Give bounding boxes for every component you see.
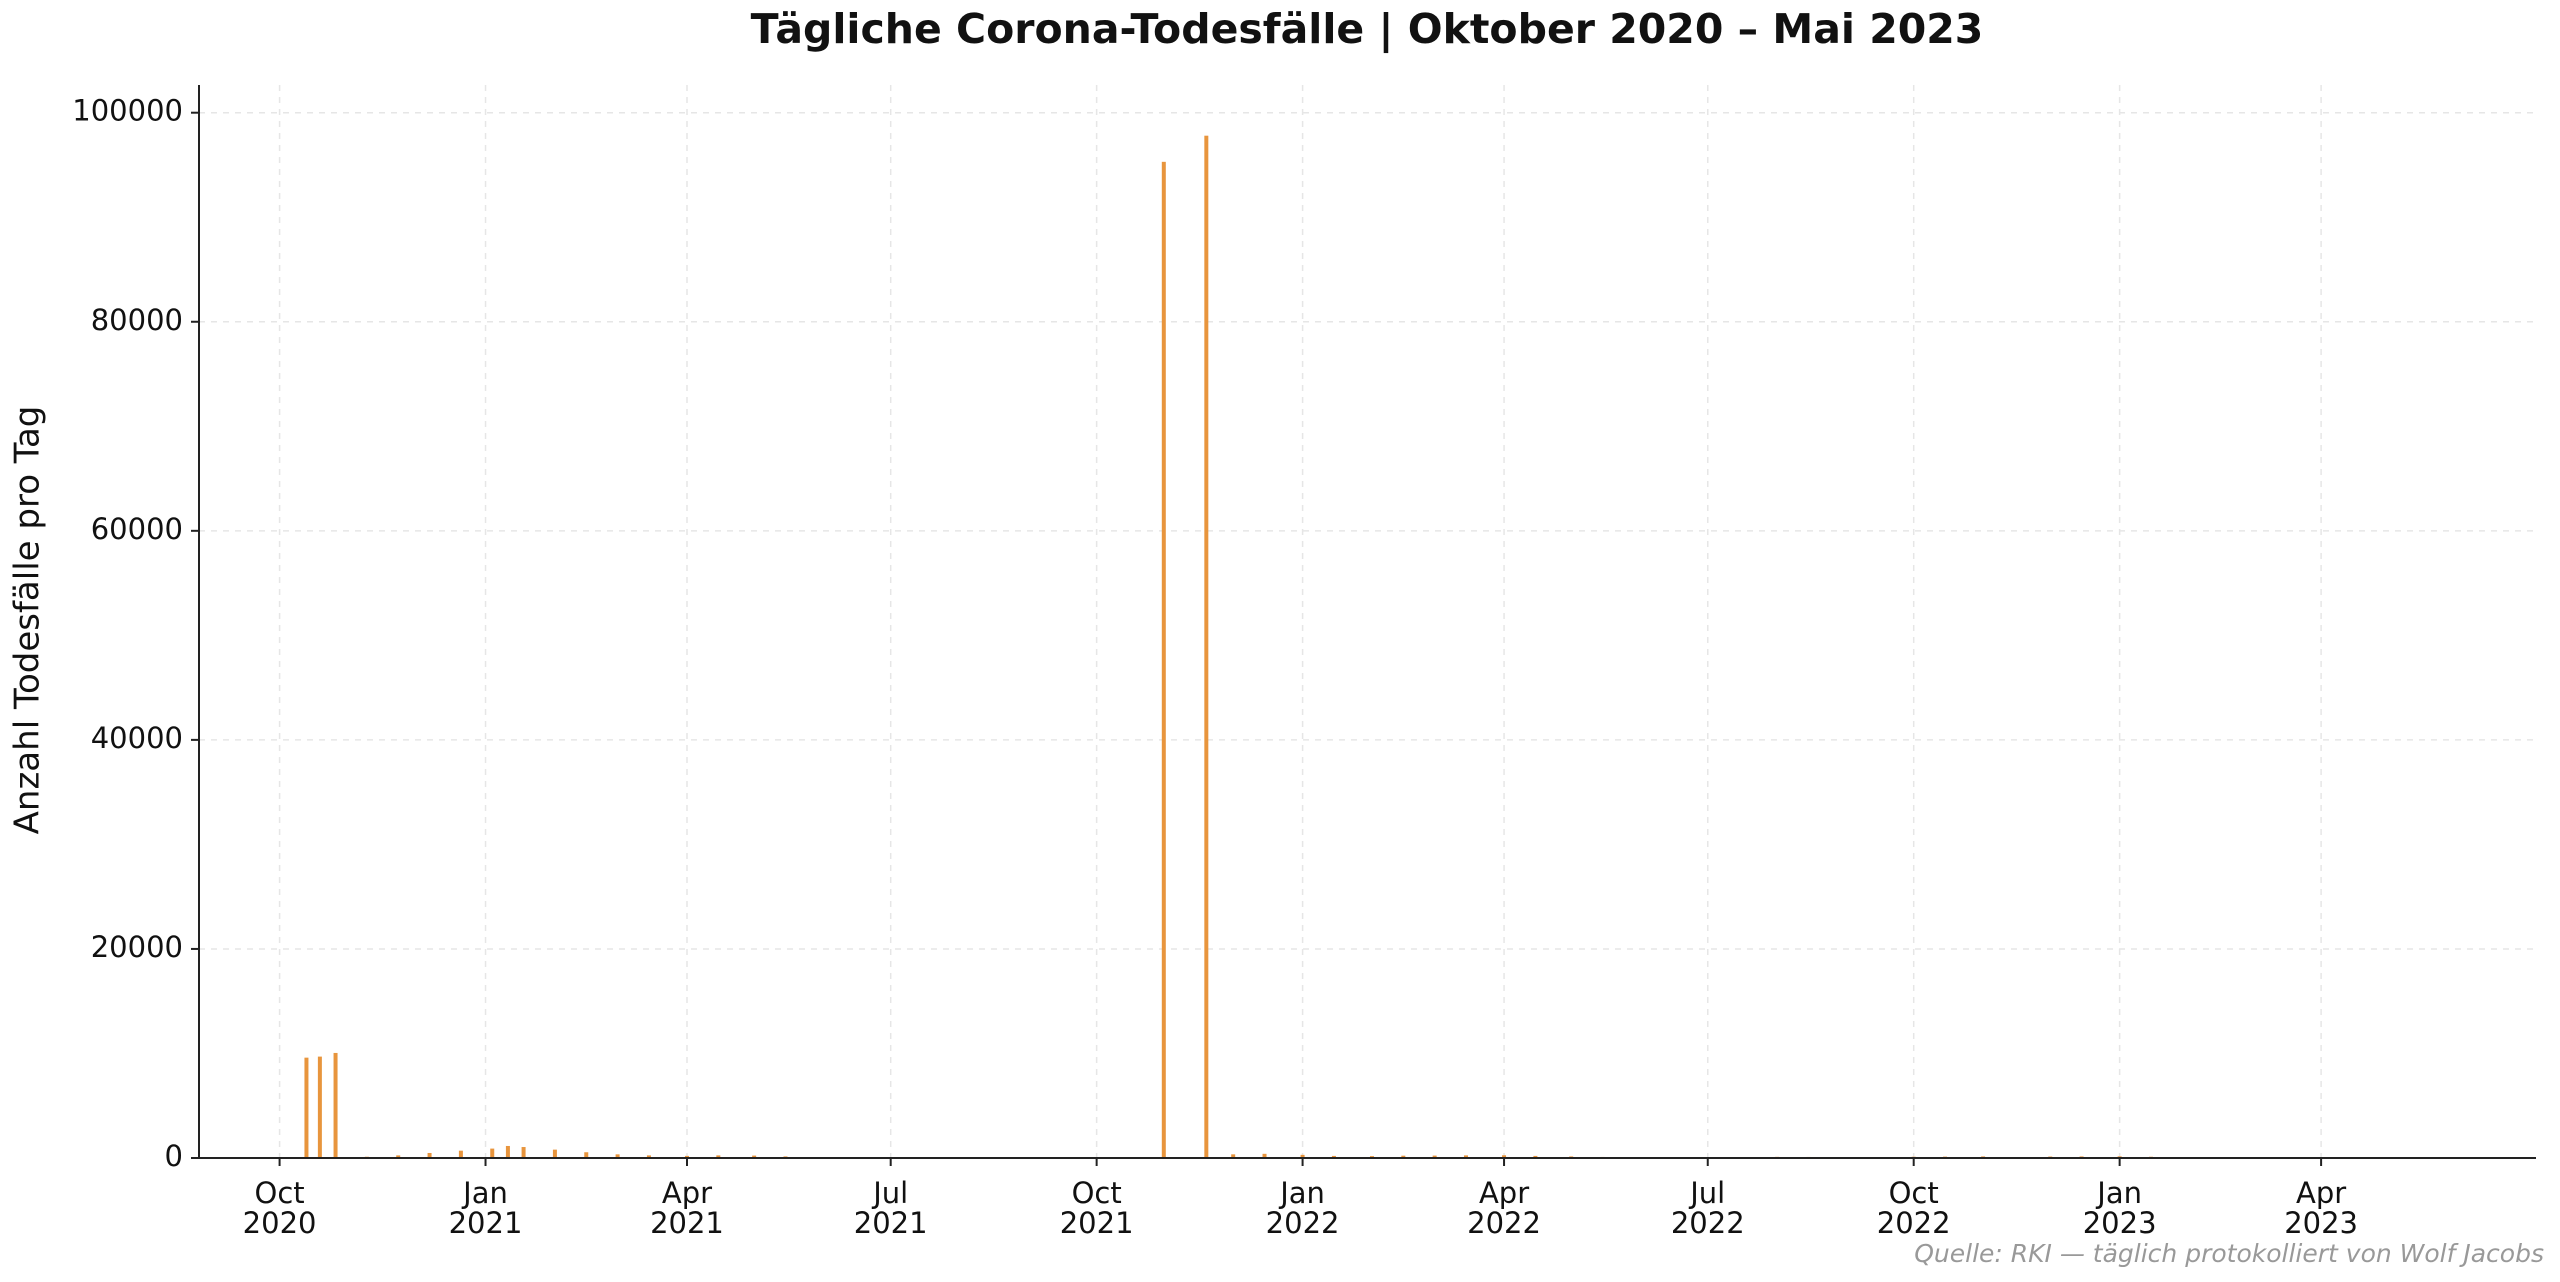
y-tick-label: 80000 bbox=[91, 303, 183, 337]
bar bbox=[1331, 1155, 1336, 1158]
source-note: Quelle: RKI — täglich protokolliert von … bbox=[1914, 1239, 2544, 1268]
bar bbox=[1432, 1155, 1437, 1158]
bar bbox=[1502, 1155, 1507, 1158]
x-tick-label: Jan 2021 bbox=[448, 1176, 523, 1240]
bar bbox=[427, 1152, 432, 1158]
bar bbox=[684, 1155, 689, 1158]
bar bbox=[552, 1149, 557, 1158]
x-tick-label: Oct 2020 bbox=[242, 1176, 317, 1240]
bar bbox=[333, 1052, 338, 1158]
chart-title: Tägliche Corona-Todesfälle | Oktober 202… bbox=[751, 5, 1984, 54]
bar bbox=[1533, 1155, 1538, 1158]
bar bbox=[317, 1056, 322, 1158]
bar bbox=[1401, 1155, 1406, 1158]
bar bbox=[1300, 1154, 1305, 1158]
bar bbox=[584, 1152, 589, 1158]
bar bbox=[615, 1154, 620, 1158]
y-tick-label: 60000 bbox=[91, 512, 183, 546]
bar bbox=[396, 1155, 401, 1158]
bar bbox=[716, 1155, 721, 1158]
y-tick-label: 0 bbox=[165, 1139, 183, 1173]
x-tick-label: Apr 2021 bbox=[650, 1176, 724, 1240]
bar bbox=[1463, 1155, 1468, 1158]
x-tick-label: Jul 2021 bbox=[853, 1176, 928, 1240]
y-axis-label: Anzahl Todesfälle pro Tag bbox=[8, 406, 48, 835]
bar bbox=[1231, 1154, 1236, 1158]
x-tick-label: Jan 2022 bbox=[1265, 1176, 1340, 1240]
bar bbox=[752, 1155, 757, 1158]
bar bbox=[1204, 135, 1209, 1158]
x-tick-label: Apr 2022 bbox=[1467, 1176, 1541, 1240]
x-tick-label: Oct 2022 bbox=[1876, 1176, 1951, 1240]
x-tick-label: Jul 2022 bbox=[1670, 1176, 1745, 1240]
bar bbox=[1262, 1153, 1267, 1158]
y-tick-label: 20000 bbox=[91, 930, 183, 964]
y-tick-label: 40000 bbox=[91, 721, 183, 755]
bar bbox=[1161, 161, 1166, 1158]
bar bbox=[505, 1145, 510, 1158]
x-tick-label: Oct 2021 bbox=[1059, 1176, 1134, 1240]
x-tick-label: Apr 2023 bbox=[2284, 1176, 2358, 1240]
bar bbox=[490, 1148, 495, 1158]
bar bbox=[304, 1057, 309, 1158]
y-tick-label: 100000 bbox=[72, 94, 183, 128]
x-tick-label: Jan 2023 bbox=[2082, 1176, 2157, 1240]
bar bbox=[458, 1150, 463, 1158]
bar bbox=[646, 1155, 651, 1158]
bar bbox=[521, 1147, 526, 1158]
